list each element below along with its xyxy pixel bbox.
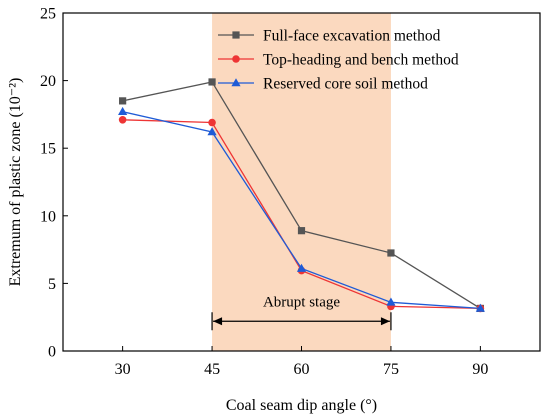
- legend: Full-face excavation method Top-heading a…: [218, 28, 459, 93]
- legend-marker: [232, 55, 240, 63]
- x-tick-label: 60: [294, 361, 310, 378]
- data-point: [119, 97, 127, 105]
- annotation-arrowhead-left: [213, 317, 223, 326]
- y-tick-label: 0: [48, 344, 56, 361]
- x-tick-label: 90: [472, 361, 488, 378]
- legend-item-1: Full-face excavation method: [218, 28, 441, 45]
- series-3: [118, 106, 485, 312]
- x-tick-label: 75: [383, 361, 399, 378]
- data-point: [296, 263, 307, 272]
- data-point: [475, 303, 485, 312]
- legend-item-3: Reserved core soil method: [218, 76, 428, 93]
- data-point: [208, 78, 216, 86]
- series-layer: [118, 78, 485, 313]
- legend-label: Top-heading and bench method: [263, 52, 459, 69]
- legend-marker: [232, 31, 240, 39]
- annotation-label: Abrupt stage: [263, 294, 340, 310]
- data-point: [387, 249, 395, 257]
- y-tick-label: 25: [40, 6, 56, 23]
- legend-label: Full-face excavation method: [263, 28, 441, 45]
- annotation-layer: Abrupt stage: [211, 294, 392, 331]
- annotation-arrowhead-right: [380, 317, 390, 326]
- data-point: [118, 116, 127, 124]
- x-axis-title: Coal seam dip angle (°): [226, 397, 377, 414]
- data-point: [297, 227, 306, 235]
- data-point: [386, 297, 396, 306]
- y-axis-title: Extremum of plastic zone (10⁻²): [7, 78, 24, 287]
- legend-label: Reserved core soil method: [263, 76, 428, 93]
- data-point: [118, 106, 128, 115]
- legend-marker: [231, 78, 241, 87]
- y-tick-label: 10: [40, 208, 56, 225]
- x-tick-label: 30: [115, 361, 131, 378]
- data-point: [207, 127, 217, 136]
- y-tick-label: 15: [40, 141, 56, 158]
- y-tick-label: 20: [40, 73, 56, 90]
- x-tick-label: 45: [204, 361, 220, 378]
- legend-item-2: Top-heading and bench method: [218, 52, 459, 69]
- y-tick-label: 5: [48, 276, 56, 293]
- data-point: [208, 118, 216, 127]
- axis-layer: 30 45 60 75 90 0 5 10 15 20 25: [40, 6, 488, 379]
